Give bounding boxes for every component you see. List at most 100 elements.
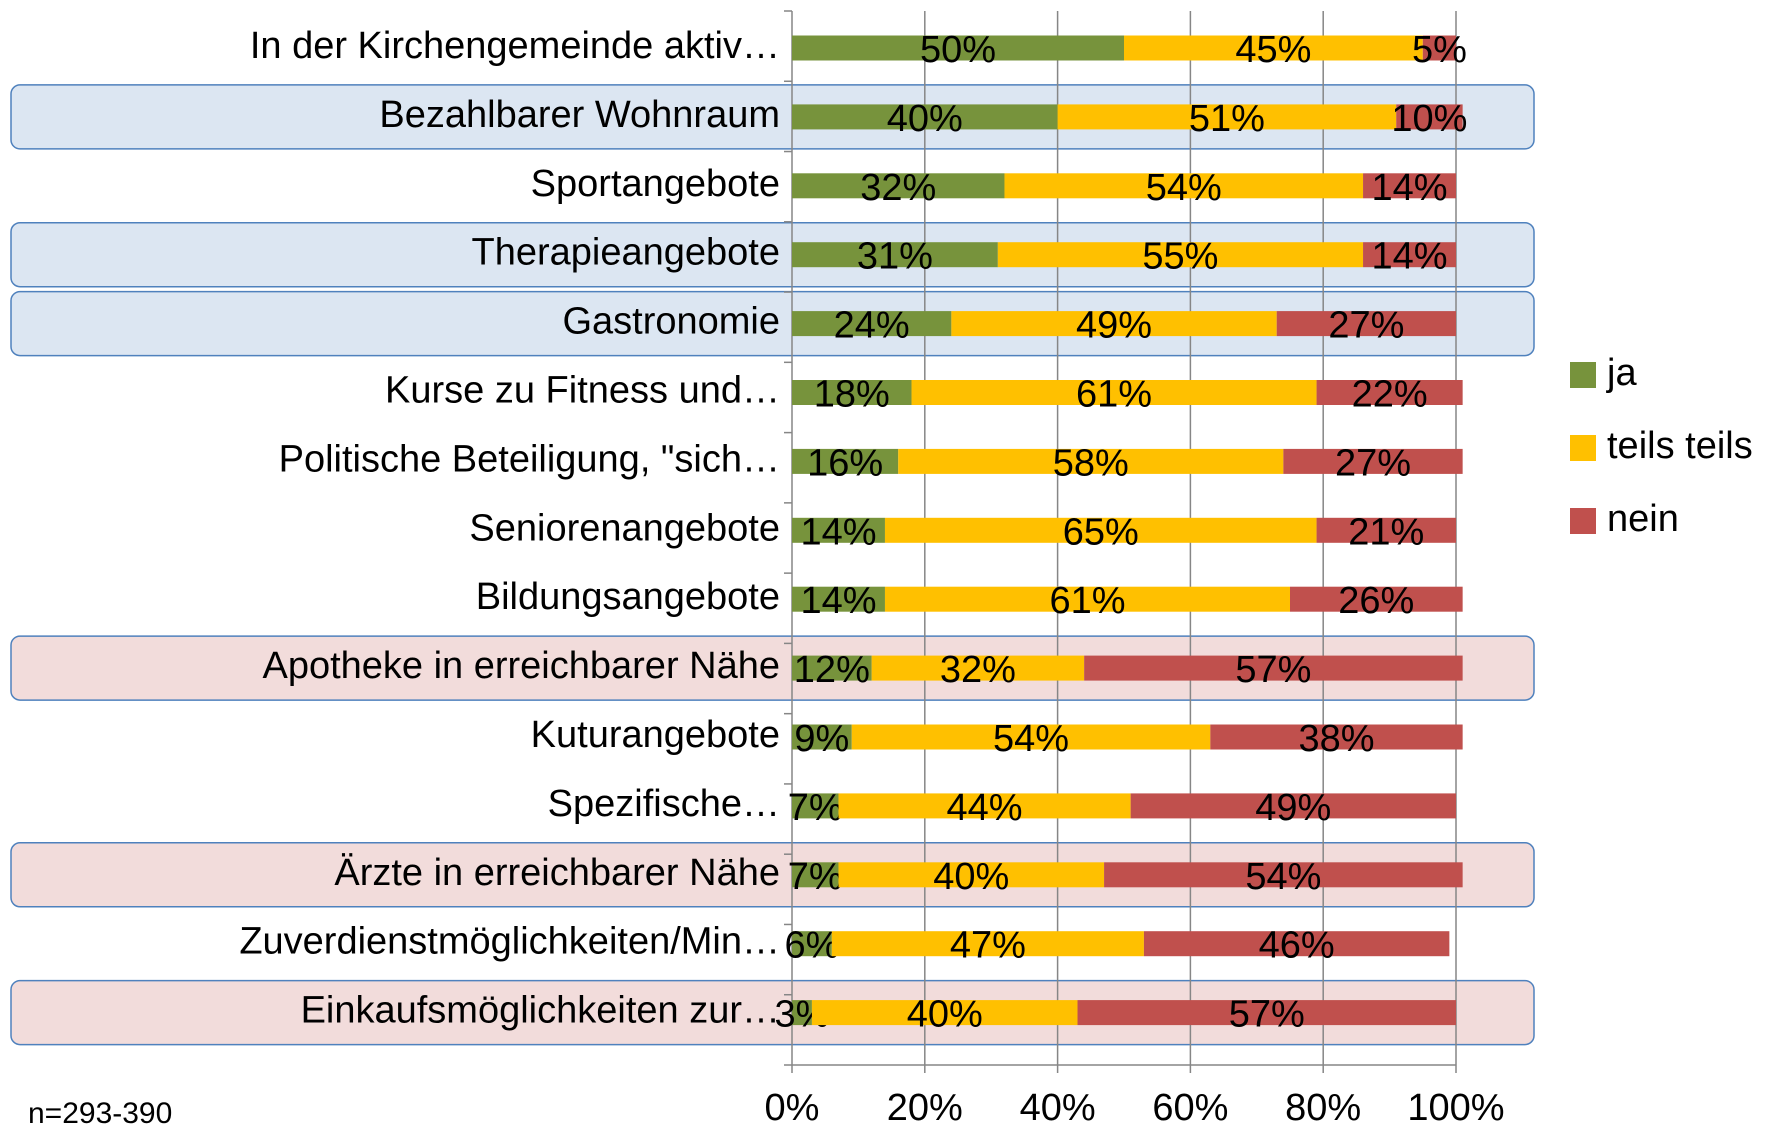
data-label: 49% — [1255, 787, 1331, 829]
data-label: 27% — [1328, 305, 1404, 347]
category-label: Zuverdienstmöglichkeiten/Min… — [239, 921, 780, 963]
bar-segment — [1363, 242, 1456, 268]
data-label: 32% — [860, 167, 936, 209]
bar-segment — [1084, 655, 1463, 681]
bar-segment — [792, 311, 952, 337]
x-tick-label: 40% — [1020, 1087, 1096, 1129]
data-label: 10% — [1391, 98, 1467, 140]
bar-segment — [1422, 35, 1456, 61]
bar-segment — [1057, 104, 1397, 130]
data-label: 54% — [1245, 856, 1321, 898]
data-label: 9% — [794, 718, 849, 760]
row-highlight — [10, 635, 1535, 701]
bar-segment — [1104, 862, 1463, 888]
x-tick-label: 20% — [887, 1087, 963, 1129]
data-label: 22% — [1352, 374, 1428, 416]
data-label: 45% — [1235, 29, 1311, 71]
category-label: Sportangebote — [531, 163, 780, 205]
data-label: 61% — [1049, 580, 1125, 622]
data-label: 27% — [1335, 442, 1411, 484]
bar-segment — [792, 517, 885, 543]
data-label: 5% — [1412, 29, 1467, 71]
x-tick-label: 0% — [765, 1087, 820, 1129]
row-highlight — [10, 290, 1535, 357]
bar-segment — [838, 793, 1131, 819]
data-label: 31% — [857, 236, 933, 278]
legend-swatch — [1570, 435, 1596, 461]
bar-segment — [1396, 104, 1463, 130]
data-label: 54% — [1146, 167, 1222, 209]
category-label: Seniorenangebote — [469, 507, 780, 549]
x-tick-label: 80% — [1285, 1087, 1361, 1129]
bar-segment — [1283, 448, 1463, 474]
bar-segment — [871, 655, 1085, 681]
category-label: Bildungsangebote — [476, 576, 780, 618]
data-label: 26% — [1338, 580, 1414, 622]
bar-segment — [792, 1000, 812, 1026]
bar-segment — [1316, 517, 1456, 543]
data-label: 57% — [1229, 994, 1305, 1036]
legend-label: ja — [1606, 352, 1637, 394]
bar-segment — [792, 931, 832, 957]
bar-segment — [792, 173, 1005, 199]
data-label: 14% — [1371, 236, 1447, 278]
data-label: 16% — [807, 442, 883, 484]
annotation: n=293-390 — [28, 1097, 172, 1130]
data-label: 40% — [887, 98, 963, 140]
category-label: Einkaufsmöglichkeiten zur… — [301, 990, 780, 1032]
data-label: 14% — [1371, 167, 1447, 209]
category-label: Spezifische… — [548, 783, 780, 825]
bar-segment — [831, 931, 1144, 957]
bar-segment — [792, 242, 998, 268]
data-label: 40% — [907, 994, 983, 1036]
data-label: 24% — [834, 305, 910, 347]
row-highlight — [10, 221, 1535, 288]
bar-segment — [898, 448, 1284, 474]
bar-segment — [1004, 173, 1364, 199]
bar-segment — [911, 380, 1317, 405]
data-label: 61% — [1076, 374, 1152, 416]
data-label: 14% — [800, 580, 876, 622]
data-label: 51% — [1189, 98, 1265, 140]
bar-segment — [792, 104, 1058, 130]
bar-segment — [792, 586, 885, 612]
bar-segment — [838, 862, 1105, 888]
bar-segment — [1077, 1000, 1456, 1026]
data-label: 32% — [940, 649, 1016, 691]
bar-segment — [1210, 724, 1463, 750]
data-label: 7% — [788, 856, 843, 898]
bar-segment — [884, 586, 1290, 612]
bar-segment — [1124, 35, 1423, 61]
category-label: Kuturangebote — [531, 714, 780, 756]
legend-swatch — [1570, 508, 1596, 534]
bar-segment — [884, 517, 1317, 543]
legend-label: teils teils — [1607, 425, 1753, 467]
bar-segment — [1316, 380, 1463, 405]
data-label: 40% — [933, 856, 1009, 898]
bar-segment — [792, 655, 872, 681]
data-label: 57% — [1235, 649, 1311, 691]
category-label: Kurse zu Fitness und… — [385, 370, 780, 412]
data-label: 49% — [1076, 305, 1152, 347]
category-label: In der Kirchengemeinde aktiv… — [250, 25, 780, 67]
bar-segment — [1143, 931, 1450, 957]
data-label: 55% — [1142, 236, 1218, 278]
data-label: 50% — [920, 29, 996, 71]
category-label: Gastronomie — [562, 301, 780, 343]
bar-segment — [792, 793, 839, 819]
data-label: 14% — [800, 511, 876, 553]
row-highlight — [10, 979, 1535, 1046]
data-label: 38% — [1298, 718, 1374, 760]
bar-segment — [792, 35, 1124, 61]
bar-segment — [792, 862, 839, 888]
bar-segment — [1276, 311, 1456, 337]
category-label: Bezahlbarer Wohnraum — [379, 94, 780, 136]
bar-segment — [1130, 793, 1456, 819]
data-label: 18% — [814, 374, 890, 416]
category-label: Politische Beteiligung, "sich… — [279, 438, 780, 480]
row-highlight — [10, 84, 1535, 150]
bar-segment — [951, 311, 1277, 337]
bar-segment — [1290, 586, 1463, 612]
data-label: 58% — [1053, 442, 1129, 484]
